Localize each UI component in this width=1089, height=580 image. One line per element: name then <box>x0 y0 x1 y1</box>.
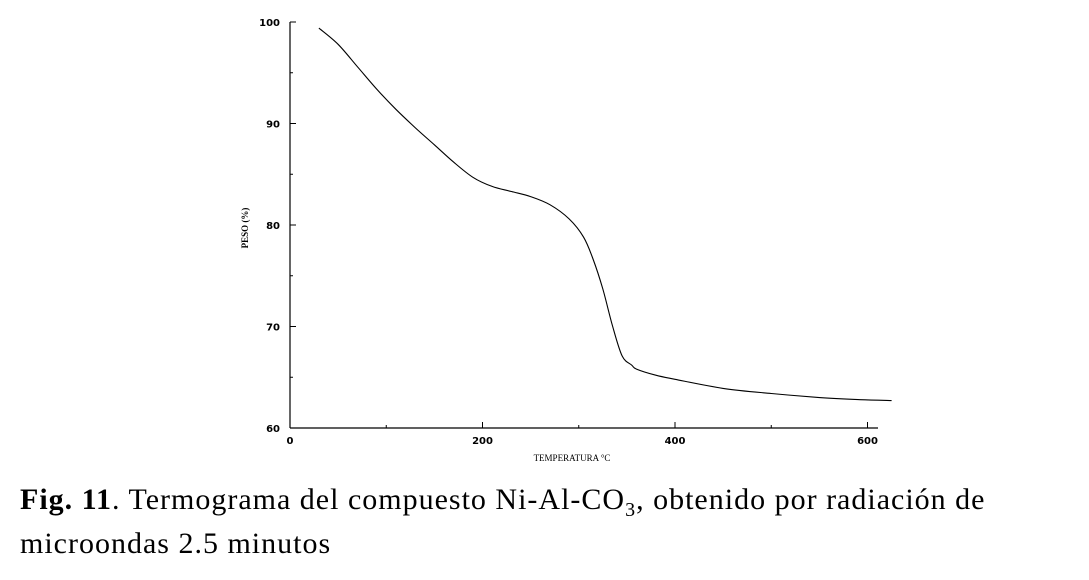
x-axis-title: TEMPERATURA °C <box>534 453 611 463</box>
x-ticks: 0 200 400 600 <box>287 422 878 447</box>
weight-loss-curve <box>318 27 892 402</box>
thermogram-chart: 60 70 80 90 100 0 200 400 600 PESO (%) TEMPERAT… <box>240 18 892 463</box>
figure-label: Fig. 11 <box>20 483 113 516</box>
figure-caption: Fig. 11. Termograma del compuesto Ni-Al-… <box>20 483 1070 561</box>
caption-text-part1: . Termograma del compuesto Ni-Al-CO <box>112 483 626 516</box>
y-tick-label: 80 <box>266 221 280 232</box>
x-tick-label: 400 <box>665 436 686 447</box>
y-axis-title: PESO (%) <box>240 208 250 249</box>
x-tick-label: 0 <box>287 436 294 447</box>
x-tick-label: 200 <box>472 436 493 447</box>
axes <box>289 22 878 429</box>
x-tick-label: 600 <box>857 436 878 447</box>
y-tick-label: 60 <box>266 424 280 435</box>
caption-text-part2: , obtenido por radiación de microondas 2… <box>20 483 986 560</box>
y-tick-label: 70 <box>266 323 280 334</box>
y-tick-label: 100 <box>259 18 280 29</box>
y-ticks: 60 70 80 90 100 <box>259 18 296 435</box>
y-tick-label: 90 <box>266 120 280 131</box>
caption-subscript: 3 <box>625 499 637 521</box>
